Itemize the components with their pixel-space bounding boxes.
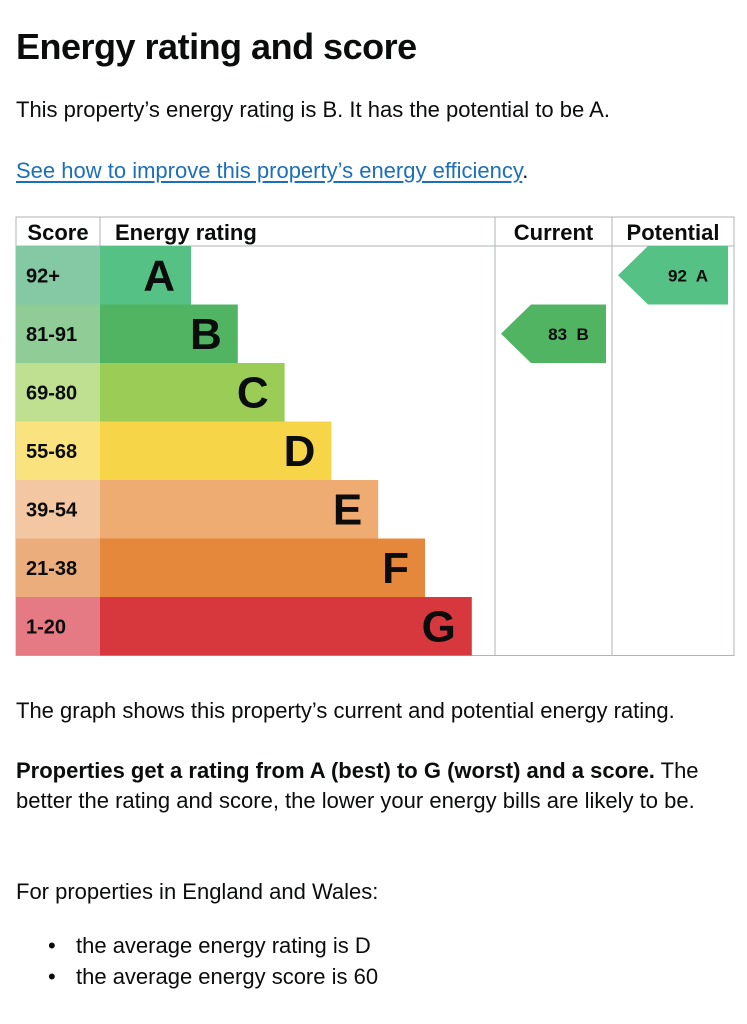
band-bar-g: [100, 597, 472, 656]
band-letter-e: E: [333, 485, 362, 534]
rating-explainer: Properties get a rating from A (best) to…: [16, 756, 736, 816]
band-bar-e: [100, 480, 379, 539]
score-range-c: 69-80: [26, 382, 77, 404]
score-range-f: 21-38: [26, 558, 77, 580]
score-range-b: 81-91: [26, 324, 77, 346]
score-range-g: 1-20: [26, 616, 66, 638]
band-letter-c: C: [237, 368, 269, 417]
score-cell-d: [16, 421, 100, 480]
band-bar-c: [100, 363, 285, 422]
potential-rating-label: 92 A: [668, 266, 708, 285]
improve-link-paragraph: See how to improve this property’s energ…: [16, 156, 528, 186]
header-score: Score: [27, 220, 88, 245]
rating-bands: 92+ A 81-91 B 69-80 C 55-68 D 39-54 E 21-38 F 1-20 G: [16, 246, 472, 656]
averages-list: • the average energy rating is D • the ave…: [16, 930, 378, 992]
list-item: • the average energy rating is D: [16, 930, 378, 961]
rating-explainer-bold: Properties get a rating from A (best) to…: [16, 758, 655, 783]
score-cell-b: [16, 304, 100, 363]
band-bar-a: [100, 246, 191, 305]
average-rating: the average energy rating is D: [76, 933, 371, 958]
score-range-a: 92+: [26, 265, 60, 287]
score-cell-g: [16, 597, 100, 656]
current-rating-label: 83 B: [548, 325, 589, 344]
header-energy-rating: Energy rating: [115, 220, 257, 245]
current-rating-arrow: [501, 304, 606, 363]
band-letter-d: D: [284, 427, 316, 476]
header-current: Current: [514, 220, 594, 245]
header-potential: Potential: [627, 220, 720, 245]
graph-description: The graph shows this property’s current …: [16, 698, 675, 723]
region-intro: For properties in England and Wales:: [16, 879, 379, 904]
band-letter-g: G: [422, 602, 456, 651]
bullet: •: [48, 964, 56, 989]
bullet: •: [48, 933, 56, 958]
rating-arrows: 83 B 92 A: [501, 246, 728, 363]
link-suffix: .: [522, 158, 529, 183]
band-bar-b: [100, 304, 238, 363]
page-title: Energy rating and score: [16, 26, 417, 67]
score-range-d: 55-68: [26, 441, 77, 463]
band-letter-f: F: [382, 544, 409, 593]
score-cell-c: [16, 363, 100, 422]
band-letter-b: B: [190, 310, 222, 359]
score-cell-e: [16, 480, 100, 539]
band-bar-d: [100, 421, 332, 480]
band-letter-a: A: [143, 251, 175, 300]
score-cell-f: [16, 538, 100, 597]
average-score: the average energy score is 60: [76, 964, 379, 989]
chart-headers: Score Energy rating Current Potential: [27, 220, 719, 245]
energy-rating-chart: Score Energy rating Current Potential 92+ A 8…: [15, 216, 735, 656]
list-item: • the average energy score is 60: [16, 961, 378, 992]
score-cell-a: [16, 246, 100, 305]
improve-efficiency-link[interactable]: See how to improve this property’s energ…: [16, 158, 523, 183]
rating-explainer-rest: The better the rating and score, the low…: [16, 758, 699, 813]
potential-rating-arrow: [618, 246, 728, 305]
score-range-e: 39-54: [26, 499, 78, 521]
band-bar-f: [100, 538, 425, 597]
rating-summary: This property’s energy rating is B. It h…: [16, 97, 610, 122]
